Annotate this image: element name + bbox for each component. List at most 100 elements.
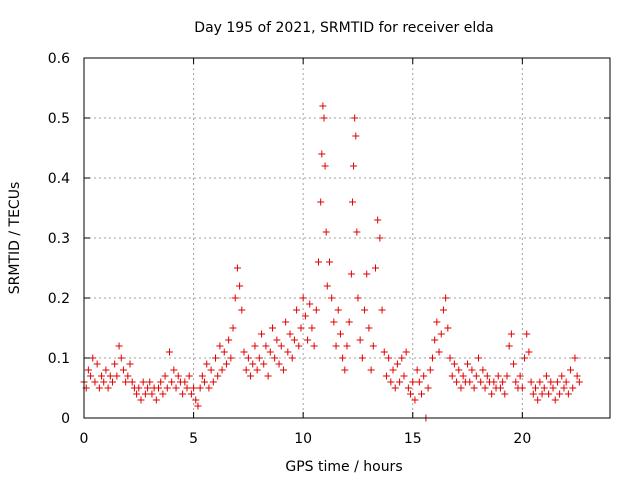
- data-point: [369, 342, 377, 350]
- data-point: [569, 384, 577, 392]
- data-point: [435, 348, 443, 356]
- data-point: [139, 378, 147, 386]
- data-point: [483, 372, 491, 380]
- data-point: [122, 378, 130, 386]
- data-point: [567, 366, 575, 374]
- data-point: [521, 354, 529, 362]
- data-point: [351, 114, 359, 122]
- data-point: [374, 216, 382, 224]
- data-point: [496, 384, 504, 392]
- data-point: [564, 390, 572, 398]
- data-point: [286, 330, 294, 338]
- data-point: [146, 378, 154, 386]
- data-point: [453, 378, 461, 386]
- data-point: [538, 390, 546, 398]
- data-point: [293, 306, 301, 314]
- data-point: [209, 378, 217, 386]
- data-point: [181, 378, 189, 386]
- data-point: [455, 366, 463, 374]
- x-tick-label: 10: [294, 431, 312, 447]
- data-point: [194, 402, 202, 410]
- data-point: [562, 378, 570, 386]
- data-point: [284, 348, 292, 356]
- y-axis-label: SRMTID / TECUs: [7, 182, 23, 295]
- y-axis-tick-labels: 0 0.1 0.2 0.3 0.4 0.5 0.6: [48, 51, 70, 427]
- data-point: [244, 354, 252, 362]
- data-point: [271, 354, 279, 362]
- data-point: [187, 390, 195, 398]
- data-point: [205, 384, 213, 392]
- data-point: [475, 354, 482, 362]
- data-point: [179, 390, 187, 398]
- data-point: [318, 150, 326, 158]
- data-point: [439, 306, 447, 314]
- data-point: [89, 354, 97, 362]
- data-point: [306, 300, 314, 308]
- y-tick-label: 0: [61, 411, 70, 427]
- data-point: [363, 270, 371, 278]
- data-point: [255, 354, 263, 362]
- data-point: [348, 198, 356, 206]
- data-point: [499, 378, 507, 386]
- data-point: [385, 354, 393, 362]
- data-point: [448, 372, 456, 380]
- data-point: [260, 360, 268, 368]
- data-point: [172, 384, 180, 392]
- data-point: [444, 324, 452, 332]
- data-point: [137, 396, 145, 404]
- data-point: [264, 372, 272, 380]
- data-point: [111, 360, 119, 368]
- data-point: [168, 378, 176, 386]
- data-point: [98, 372, 106, 380]
- data-point: [163, 384, 171, 392]
- data-point: [393, 360, 401, 368]
- data-point: [553, 378, 561, 386]
- data-point: [273, 336, 281, 344]
- data-point: [159, 390, 167, 398]
- data-point: [196, 384, 204, 392]
- data-point: [525, 348, 533, 356]
- data-point: [299, 294, 307, 302]
- data-point: [367, 366, 375, 374]
- x-tick-label: 5: [189, 431, 198, 447]
- data-point: [551, 396, 559, 404]
- data-point: [571, 354, 579, 362]
- data-point: [549, 384, 557, 392]
- data-point: [229, 324, 237, 332]
- data-point: [201, 378, 209, 386]
- data-point: [214, 372, 222, 380]
- data-point: [358, 354, 366, 362]
- data-point: [155, 384, 163, 392]
- data-point: [450, 360, 458, 368]
- data-point: [203, 360, 211, 368]
- data-point: [365, 324, 373, 332]
- grid-lines: [84, 58, 610, 418]
- data-point: [144, 384, 152, 392]
- data-point: [488, 390, 496, 398]
- data-point: [275, 360, 283, 368]
- data-point: [236, 282, 244, 290]
- data-point: [404, 384, 412, 392]
- data-point: [402, 348, 410, 356]
- data-point: [102, 366, 110, 374]
- data-point: [540, 384, 548, 392]
- data-point: [100, 378, 108, 386]
- data-point: [352, 132, 360, 140]
- data-point: [420, 372, 428, 380]
- data-point: [106, 372, 114, 380]
- data-point: [400, 372, 408, 380]
- data-point: [279, 366, 287, 374]
- data-point: [523, 330, 531, 338]
- data-point: [512, 378, 520, 386]
- data-point: [575, 378, 583, 386]
- data-point: [426, 366, 434, 374]
- data-point: [389, 366, 397, 374]
- y-tick-label: 0.4: [48, 171, 70, 187]
- data-point: [212, 354, 219, 362]
- plot-frame: [83, 57, 611, 419]
- y-tick-label: 0.2: [48, 291, 70, 307]
- data-point: [258, 330, 266, 338]
- data-point: [336, 330, 344, 338]
- data-point: [268, 324, 276, 332]
- data-point: [481, 384, 489, 392]
